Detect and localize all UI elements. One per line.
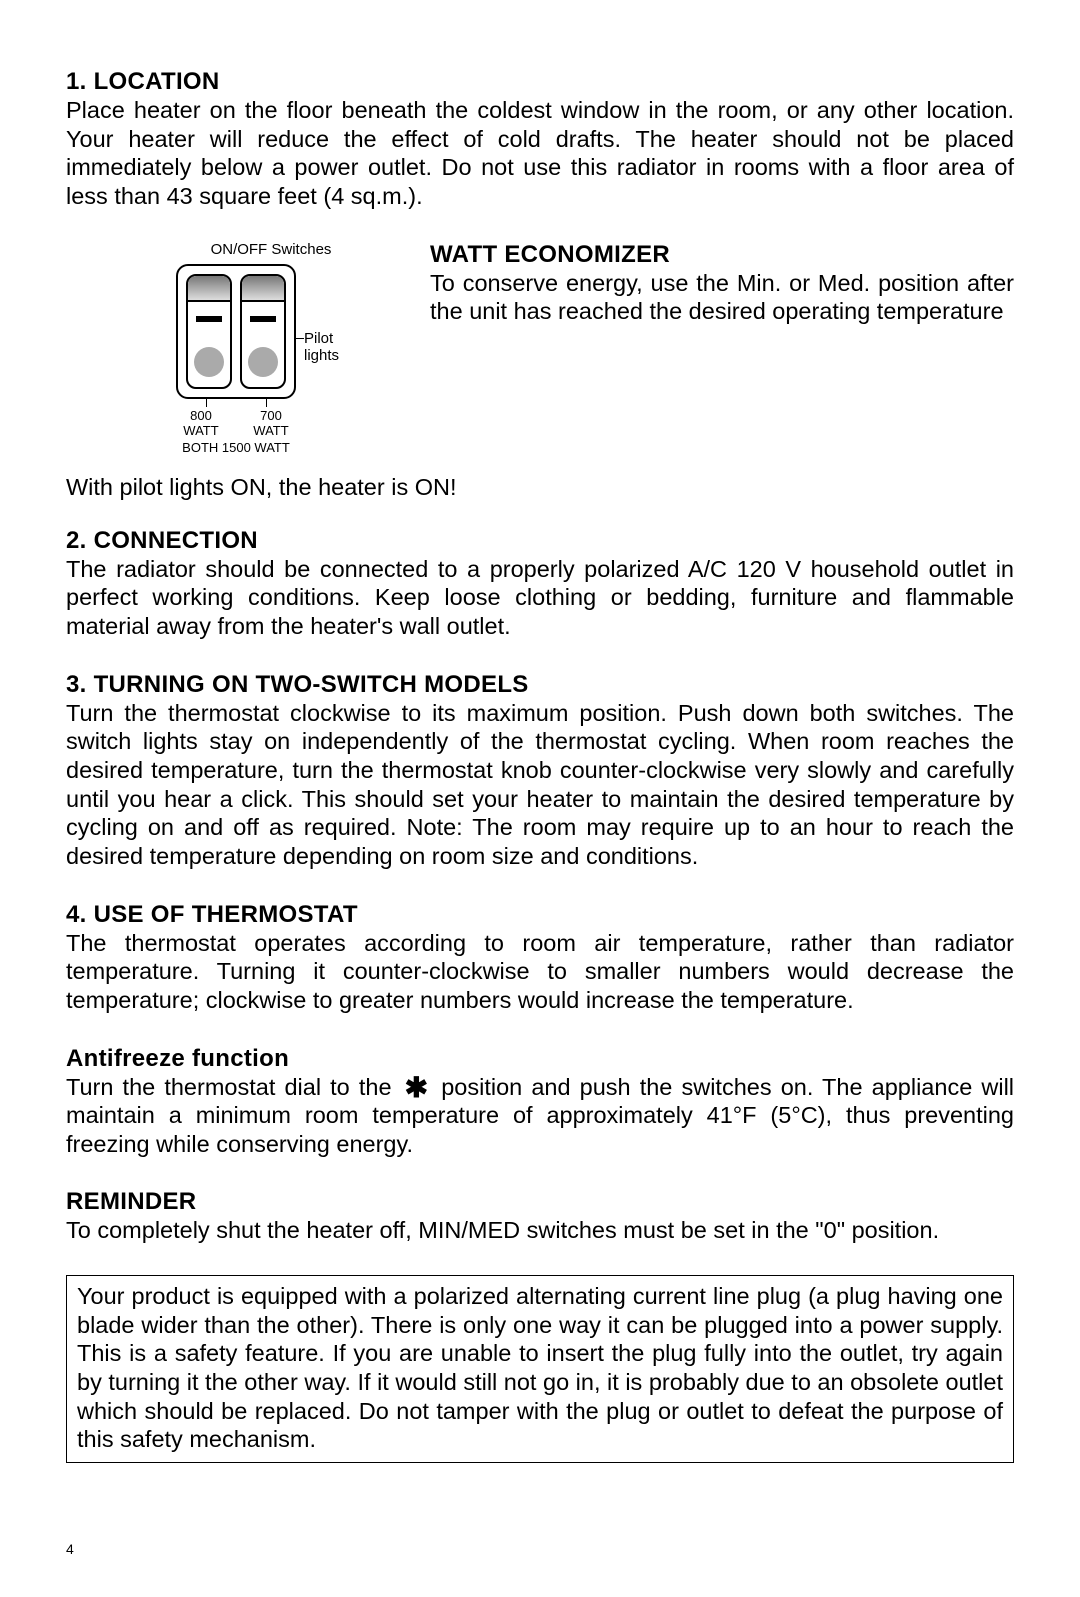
pilot-light-right [248, 347, 278, 377]
heading-thermostat: 4. USE OF THERMOSTAT [66, 901, 1014, 929]
watt-left-num: 800 [190, 408, 212, 423]
pilot-leader-line [294, 338, 304, 339]
antifreeze-pre: Turn the thermostat dial to the [66, 1074, 401, 1100]
body-thermostat: The thermostat operates according to roo… [66, 929, 1014, 1015]
pilot-caption: With pilot lights ON, the heater is ON! [66, 474, 1014, 501]
watt-labels: 800 WATT 700 WATT BOTH 1500 WATT [166, 409, 306, 456]
section-two-switch: 3. TURNING ON TWO-SWITCH MODELS Turn the… [66, 671, 1014, 871]
diagram-economizer-row: ON/OFF Switches Pilot lights [66, 241, 1014, 424]
watt-economizer: WATT ECONOMIZER To conserve energy, use … [430, 241, 1014, 424]
body-economizer: To conserve energy, use the Min. or Med.… [430, 269, 1014, 326]
switch-diagram: ON/OFF Switches Pilot lights [66, 241, 366, 424]
tick-left [206, 399, 207, 407]
switch-panel-wrap: Pilot lights 800 WATT 700 WATT [106, 264, 366, 424]
watt-left: 800 WATT [166, 409, 236, 439]
switch-panel [176, 264, 296, 399]
watt-left-unit: WATT [183, 423, 218, 438]
heading-economizer: WATT ECONOMIZER [430, 241, 1014, 269]
manual-page: 1. LOCATION Place heater on the floor be… [0, 0, 1080, 1597]
section-antifreeze: Antifreeze function Turn the thermostat … [66, 1045, 1014, 1159]
section-connection: 2. CONNECTION The radiator should be con… [66, 527, 1014, 641]
rocker-right-bar [250, 316, 276, 322]
pilot-light-left [194, 347, 224, 377]
body-antifreeze: Turn the thermostat dial to the ✱ positi… [66, 1073, 1014, 1159]
section-reminder: REMINDER To completely shut the heater o… [66, 1188, 1014, 1245]
heading-two-switch: 3. TURNING ON TWO-SWITCH MODELS [66, 671, 1014, 699]
rocker-left-top [188, 276, 230, 302]
section-thermostat: 4. USE OF THERMOSTAT The thermostat oper… [66, 901, 1014, 1015]
rocker-left-bar [196, 316, 222, 322]
pilot-label: Pilot lights [304, 330, 366, 364]
polarized-body: Your product is equipped with a polarize… [77, 1283, 1003, 1452]
polarized-plug-box: Your product is equipped with a polarize… [66, 1275, 1014, 1463]
rocker-right-top [242, 276, 284, 302]
watt-right-num: 700 [260, 408, 282, 423]
rocker-left [186, 274, 232, 389]
heading-connection: 2. CONNECTION [66, 527, 1014, 555]
tick-right [266, 399, 267, 407]
body-connection: The radiator should be connected to a pr… [66, 555, 1014, 641]
heading-antifreeze: Antifreeze function [66, 1045, 1014, 1073]
heading-reminder: REMINDER [66, 1188, 1014, 1216]
watt-right: 700 WATT [236, 409, 306, 439]
watt-both: BOTH 1500 WATT [166, 441, 306, 456]
body-reminder: To completely shut the heater off, MIN/M… [66, 1216, 1014, 1245]
page-number: 4 [66, 1541, 74, 1557]
switch-top-label: ON/OFF Switches [176, 241, 366, 258]
body-location: Place heater on the floor beneath the co… [66, 96, 1014, 211]
body-two-switch: Turn the thermostat clockwise to its max… [66, 699, 1014, 871]
heading-location: 1. LOCATION [66, 68, 1014, 96]
rocker-right [240, 274, 286, 389]
section-location: 1. LOCATION Place heater on the floor be… [66, 68, 1014, 211]
watt-right-unit: WATT [253, 423, 288, 438]
